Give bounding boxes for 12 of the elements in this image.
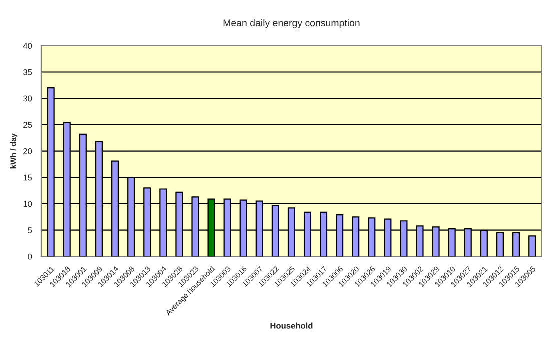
y-tick-label: 35 (23, 69, 32, 76)
y-tick-label: 30 (23, 96, 32, 102)
y-tick-label: 15 (24, 174, 32, 181)
x-axis-title: Household (270, 322, 313, 329)
y-tick-label: 40 (23, 43, 32, 49)
y-tick-label: 10 (24, 201, 32, 208)
y-tick-label: 20 (24, 148, 32, 154)
bar (528, 236, 536, 257)
y-tick-label: 5 (28, 228, 32, 234)
y-tick-label: 25 (24, 122, 32, 128)
y-tick-label: 0 (28, 254, 32, 260)
chart-title: Mean daily energy consumption (224, 19, 360, 28)
